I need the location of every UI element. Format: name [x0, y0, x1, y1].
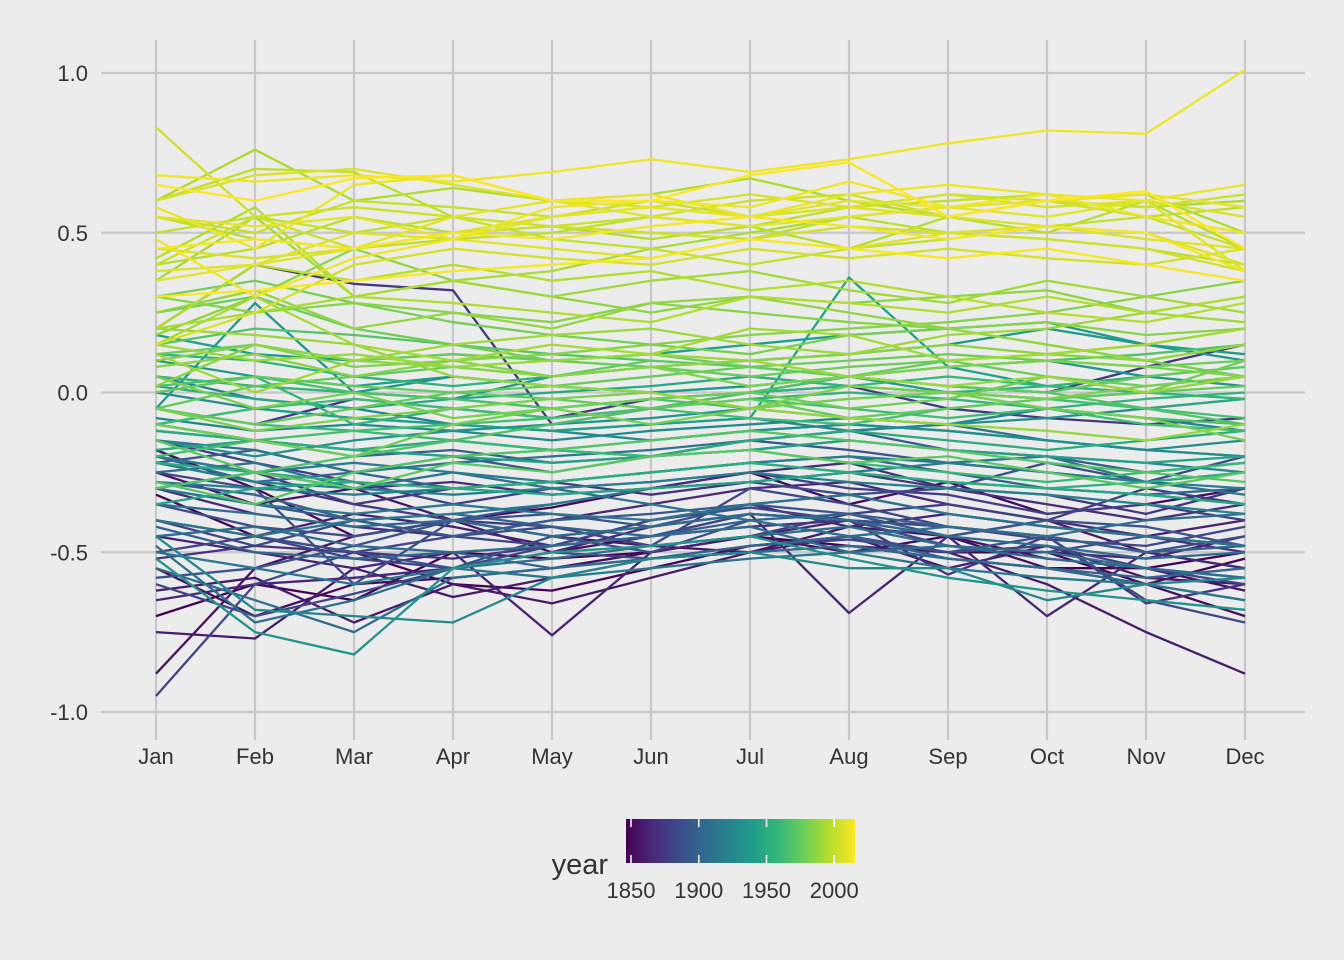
series-line-1924 — [155, 461, 1246, 516]
x-tick-label: Sep — [928, 744, 967, 769]
series-lines — [155, 68, 1246, 697]
series-line-1954 — [155, 429, 1246, 458]
y-tick-label: 0.5 — [57, 221, 88, 246]
x-tick-label: Apr — [436, 744, 470, 769]
y-tick-label: -1.0 — [50, 700, 88, 725]
x-tick-label: Oct — [1030, 744, 1064, 769]
legend-title: year — [552, 849, 609, 881]
series-line-1866 — [155, 519, 1246, 637]
series-line-1992 — [155, 327, 1246, 442]
series-line-1956 — [155, 461, 1246, 490]
x-tick-label: May — [531, 744, 573, 769]
x-tick-label: Jan — [138, 744, 173, 769]
x-tick-label: Jun — [633, 744, 668, 769]
series-line-2017 — [155, 215, 1246, 273]
x-tick-label: Feb — [236, 744, 274, 769]
series-line-2018 — [155, 237, 1246, 298]
series-line-1976 — [155, 439, 1246, 490]
x-tick-label: Jul — [736, 744, 764, 769]
y-tick-label: 0.0 — [57, 381, 88, 406]
colorbar-tick-label: 1950 — [742, 878, 791, 903]
series-line-2019 — [155, 161, 1246, 250]
series-line-2007 — [155, 126, 1246, 273]
series-line-2014 — [155, 174, 1246, 250]
series-line-1916 — [155, 487, 1246, 548]
colorbar-tick-label: 1900 — [674, 878, 723, 903]
series-line-1988 — [155, 295, 1246, 337]
colorbar-ticks: 1850 1900 1950 2000 — [607, 819, 859, 903]
series-line-2008 — [155, 247, 1246, 346]
y-tick-label: 1.0 — [57, 61, 88, 86]
series-line-1910 — [155, 503, 1246, 560]
series-line-2015 — [155, 68, 1246, 183]
series-line-1984 — [155, 375, 1246, 442]
x-tick-label: Nov — [1126, 744, 1165, 769]
series-line-1974 — [155, 429, 1246, 506]
y-tick-label: -0.5 — [50, 540, 88, 565]
colorbar-tick-label: 1850 — [607, 878, 656, 903]
colorbar — [626, 819, 855, 863]
series-line-1876 — [155, 461, 1246, 516]
series-line-1860 — [155, 471, 1246, 570]
x-tick-label: Mar — [335, 744, 373, 769]
series-line-1994 — [155, 311, 1246, 394]
series-line-1991 — [155, 289, 1246, 362]
colorbar-legend: year 1850 1900 1950 2000 — [552, 819, 859, 903]
series-line-1993 — [155, 343, 1246, 394]
series-line-1987 — [155, 279, 1246, 378]
axis-labels: Jan Feb Mar Apr May Jun Jul Aug Sep Oct Nov Dec -1.0… — [50, 61, 1264, 769]
series-line-1917 — [155, 551, 1246, 602]
series-line-1986 — [155, 343, 1246, 388]
series-line-1937 — [155, 535, 1246, 656]
series-line-1902 — [155, 480, 1246, 554]
series-line-1989 — [155, 343, 1246, 388]
series-line-1929 — [155, 535, 1246, 624]
series-line-1990 — [155, 247, 1246, 337]
series-line-1908 — [155, 525, 1246, 579]
series-line-1968 — [155, 397, 1246, 458]
x-tick-label: Aug — [829, 744, 868, 769]
series-line-2006 — [155, 193, 1246, 266]
colorbar-tick-label: 2000 — [810, 878, 859, 903]
series-line-2000 — [155, 263, 1246, 330]
series-line-1894 — [155, 503, 1246, 579]
series-line-1950 — [155, 471, 1246, 506]
series-line-1996 — [155, 295, 1246, 362]
x-tick-label: Dec — [1225, 744, 1264, 769]
